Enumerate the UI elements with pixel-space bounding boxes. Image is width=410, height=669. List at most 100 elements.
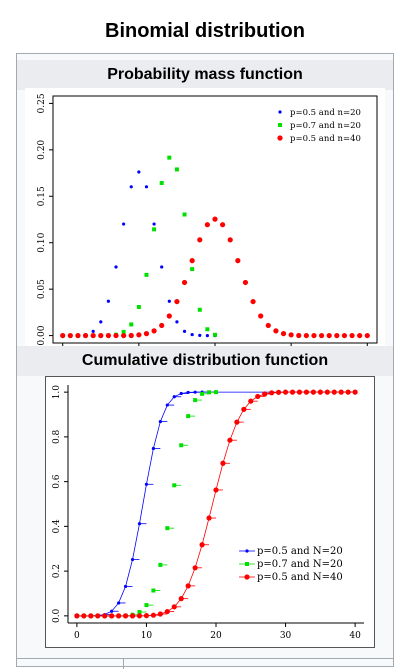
data-point-0 <box>122 222 126 226</box>
legend-marker-2 <box>244 574 250 580</box>
data-point-0 <box>152 222 156 226</box>
data-point-2 <box>276 389 282 395</box>
data-point-2 <box>255 393 261 400</box>
data-point-0 <box>144 185 149 189</box>
data-point-0 <box>130 557 135 562</box>
data-point-2 <box>109 613 115 619</box>
data-point-1 <box>190 267 195 272</box>
data-point-2 <box>364 332 370 339</box>
data-point-2 <box>303 389 310 395</box>
data-point-0 <box>106 299 111 303</box>
data-point-1 <box>186 414 191 419</box>
data-point-2 <box>150 612 156 618</box>
data-point-2 <box>248 398 254 404</box>
data-point-2 <box>102 613 108 619</box>
data-point-2 <box>265 322 271 329</box>
data-point-1 <box>213 332 217 337</box>
data-point-2 <box>143 613 150 619</box>
page-title: Binomial distribution <box>105 20 305 42</box>
legend-label-2: p=0.5 and n=40 <box>290 134 361 144</box>
y-tick-label: 0.6 <box>52 474 62 489</box>
data-point-2 <box>98 332 104 339</box>
data-point-2 <box>197 237 203 243</box>
data-point-2 <box>273 328 279 334</box>
x-tick-label: 10 <box>141 631 153 641</box>
data-point-1 <box>151 588 156 593</box>
data-point-2 <box>289 389 296 395</box>
data-point-2 <box>326 332 332 339</box>
data-point-2 <box>352 389 358 395</box>
data-point-2 <box>95 613 101 619</box>
data-point-2 <box>282 389 289 395</box>
data-point-2 <box>317 389 323 395</box>
data-point-1 <box>121 329 126 334</box>
x-tick-label: 40 <box>349 631 361 641</box>
data-point-0 <box>190 332 194 337</box>
data-point-0 <box>129 185 133 189</box>
data-point-0 <box>175 320 179 324</box>
data-point-0 <box>137 170 141 174</box>
legend-label-0: p=0.5 and N=20 <box>257 546 343 557</box>
data-point-2 <box>181 279 188 286</box>
data-point-2 <box>129 613 136 619</box>
data-point-2 <box>241 406 247 412</box>
data-point-1 <box>193 398 198 403</box>
data-point-0 <box>172 395 176 399</box>
data-point-2 <box>269 390 275 396</box>
data-point-0 <box>114 265 118 269</box>
data-point-2 <box>189 258 195 264</box>
data-point-2 <box>164 608 170 615</box>
data-point-2 <box>227 437 233 443</box>
legend-label-1: p=0.7 and n=20 <box>290 121 361 131</box>
data-point-2 <box>213 487 219 493</box>
data-point-0 <box>123 584 128 589</box>
data-point-2 <box>90 332 96 339</box>
x-tick-label: 0 <box>74 631 80 641</box>
data-point-2 <box>227 237 233 243</box>
data-point-2 <box>116 613 122 619</box>
data-point-2 <box>74 613 80 619</box>
data-point-2 <box>288 332 294 338</box>
data-point-2 <box>303 332 309 339</box>
data-point-1 <box>197 307 202 312</box>
data-point-0 <box>186 390 190 395</box>
data-point-2 <box>60 332 66 339</box>
data-point-1 <box>136 304 141 309</box>
legend-marker-1 <box>278 123 282 127</box>
data-point-0 <box>110 609 114 613</box>
data-point-0 <box>158 419 162 424</box>
legend-marker-2 <box>277 135 283 141</box>
y-tick-label: 0.10 <box>37 232 47 252</box>
y-tick-label: 0.20 <box>37 140 47 160</box>
data-point-2 <box>310 389 316 395</box>
data-point-2 <box>296 389 303 395</box>
data-point-2 <box>296 332 302 339</box>
data-point-2 <box>345 389 351 395</box>
data-point-2 <box>234 419 240 425</box>
y-tick-label: 0.05 <box>37 279 47 299</box>
data-point-2 <box>338 389 344 395</box>
data-point-2 <box>88 613 94 619</box>
data-point-0 <box>165 403 169 407</box>
data-point-2 <box>178 596 184 602</box>
data-point-0 <box>151 446 155 451</box>
data-point-2 <box>311 332 317 339</box>
cdf-chart: 0 10 20 30 40 0.0 0.2 0.4 0.6 0.8 1.0 p=0.5 and N=2… <box>52 385 364 641</box>
pmf-section-title: Probability mass function <box>17 60 393 90</box>
legend-marker-0 <box>278 110 282 114</box>
data-point-2 <box>349 332 355 339</box>
data-point-2 <box>151 328 157 334</box>
data-point-1 <box>174 167 179 172</box>
data-point-2 <box>136 613 143 619</box>
data-point-2 <box>82 332 89 339</box>
x-tick-label: 30 <box>280 631 292 641</box>
data-point-2 <box>235 258 241 264</box>
data-point-0 <box>137 522 142 526</box>
data-point-1 <box>144 272 149 277</box>
data-point-2 <box>331 389 337 395</box>
data-point-1 <box>158 562 163 567</box>
data-point-2 <box>75 332 81 339</box>
data-point-1 <box>167 155 172 160</box>
